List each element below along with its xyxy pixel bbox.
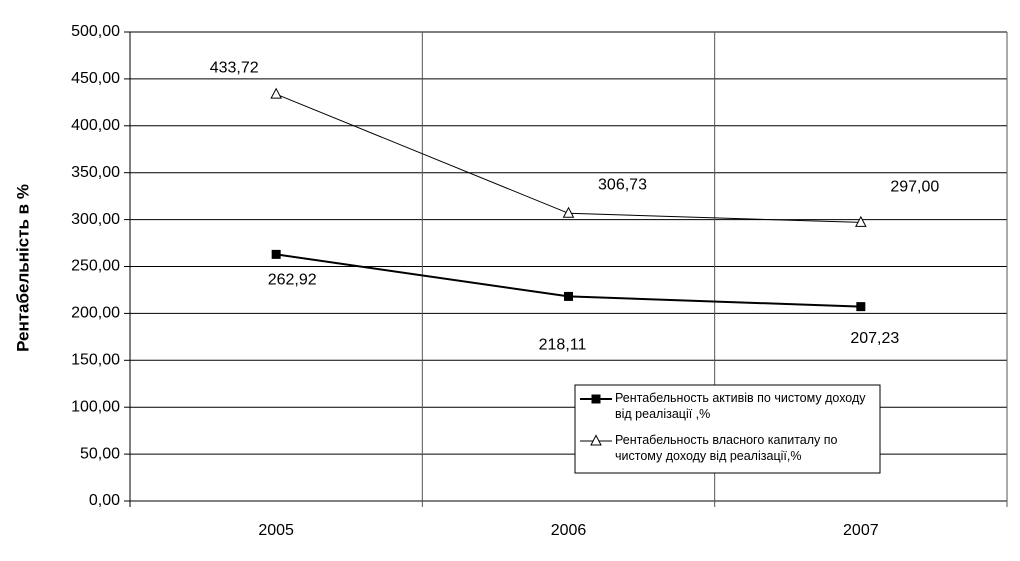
legend-box xyxy=(574,384,881,474)
y-tick-label: 200,00 xyxy=(71,305,120,322)
series-line xyxy=(275,93,861,223)
legend-label: Рентабельность активів по чистому доходу… xyxy=(615,391,866,421)
y-tick-label: 150,00 xyxy=(71,352,120,369)
x-tick-label: 2005 xyxy=(258,522,294,539)
legend-label: Рентабельность власного капиталу по чист… xyxy=(615,433,838,463)
data-label: 262,92 xyxy=(268,272,317,289)
y-tick-label: 0,00 xyxy=(89,492,120,509)
x-tick-label: 2006 xyxy=(551,522,587,539)
data-label: 306,73 xyxy=(598,177,647,194)
marker xyxy=(564,291,573,301)
data-label: 207,23 xyxy=(850,330,899,347)
data-label: 297,00 xyxy=(890,179,939,196)
marker xyxy=(856,302,866,312)
data-label: 218,11 xyxy=(539,337,587,354)
y-axis-title: Рентабельність в % xyxy=(13,184,32,352)
legend-entry: Рентабельность активів по чистому доходу… xyxy=(615,391,866,421)
data-label: 433,72 xyxy=(210,59,259,76)
legend-marker xyxy=(590,434,602,446)
y-tick-label: 300,00 xyxy=(71,211,120,228)
marker xyxy=(271,249,281,259)
y-tick-label: 450,00 xyxy=(71,70,120,87)
y-tick-label: 250,00 xyxy=(71,258,120,275)
legend-marker xyxy=(591,394,601,404)
y-tick-label: 350,00 xyxy=(71,164,120,181)
y-tick-label: 50,00 xyxy=(80,445,120,462)
legend-entry: Рентабельность власного капиталу по чист… xyxy=(615,433,838,463)
y-tick-label: 100,00 xyxy=(71,398,120,415)
y-tick-label: 500,00 xyxy=(71,23,120,40)
x-tick-label: 2007 xyxy=(843,522,879,539)
marker xyxy=(270,87,282,99)
marker xyxy=(855,215,867,227)
marker xyxy=(562,206,575,218)
y-tick-label: 400,00 xyxy=(71,117,120,134)
